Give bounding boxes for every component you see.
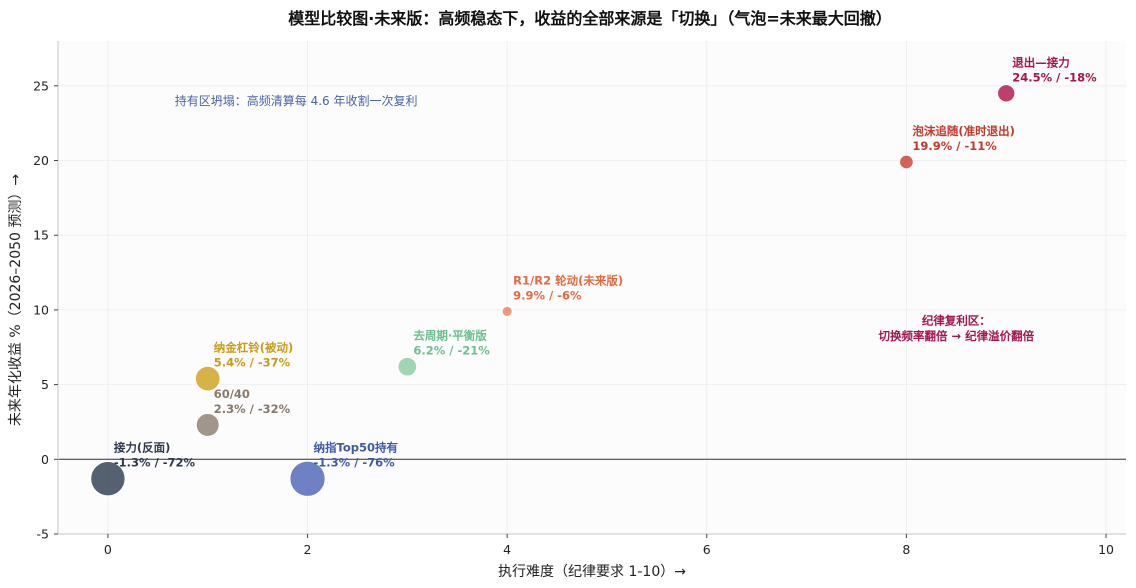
- bubbles: [90, 83, 1016, 498]
- x-tick-label-2: 4: [503, 542, 511, 557]
- point-label-6-values: -1.3% / -76%: [314, 456, 396, 470]
- bubble-7: [90, 460, 126, 497]
- point-label-7-values: -1.3% / -72%: [114, 456, 196, 470]
- point-label-4-values: 5.4% / -37%: [214, 356, 291, 370]
- bubble-2: [501, 305, 513, 318]
- point-label-2-name: R1/R2 轮动(未来版): [513, 273, 623, 287]
- annotation-holding-zone: 持有区坍塌：高频清算每 4.6 年收割一次复利: [175, 93, 418, 108]
- y-tick-label-6: 25: [33, 78, 49, 93]
- x-tick-label-3: 6: [703, 542, 711, 557]
- point-label-5-name: 60/40: [214, 387, 250, 401]
- bubble-0: [996, 83, 1016, 103]
- y-axis-label: 未来年化收益 %（2026–2050 预测）→: [8, 174, 24, 426]
- point-label-7-name: 接力(反面): [114, 441, 171, 455]
- point-label-5-values: 2.3% / -32%: [214, 402, 291, 416]
- y-tick-label-5: 20: [33, 153, 49, 168]
- x-axis-label: 执行难度（纪律要求 1-10）→: [498, 564, 686, 580]
- bubble-1: [898, 154, 914, 170]
- y-tick-label-0: -5: [37, 527, 49, 542]
- point-label-2-values: 9.9% / -6%: [513, 288, 582, 302]
- point-label-1-name: 泡沫追随(准时退出): [912, 124, 1015, 138]
- point-label-1-values: 19.9% / -11%: [912, 139, 997, 153]
- bubble-6: [289, 460, 326, 498]
- x-ticks: 0 2 4 6 8 10: [104, 534, 1114, 557]
- axes: [57, 41, 1126, 535]
- bubble-5: [195, 412, 220, 438]
- chart-title: 模型比较图·未来版：高频稳态下，收益的全部来源是「切换」（气泡=未来最大回撤）: [288, 9, 892, 28]
- x-tick-label-4: 8: [902, 542, 910, 557]
- x-tick-label-1: 2: [304, 542, 312, 557]
- y-tick-label-2: 5: [41, 377, 49, 392]
- annotation-discipline-zone-title: 纪律复利区：: [922, 313, 991, 327]
- x-tick-label-0: 0: [104, 542, 112, 557]
- x-tick-label-5: 10: [1098, 542, 1114, 557]
- point-label-0-values: 24.5% / -18%: [1012, 70, 1097, 84]
- point-label-3-name: 去周期·平衡版: [413, 329, 487, 343]
- y-tick-label-1: 0: [41, 452, 49, 467]
- plot-area: [58, 41, 1126, 534]
- bubble-3: [397, 356, 418, 377]
- y-tick-label-3: 10: [33, 302, 49, 317]
- point-label-0-name: 退出—接力: [1012, 55, 1070, 69]
- point-label-3-values: 6.2% / -21%: [413, 344, 490, 358]
- bubble-4: [194, 365, 221, 392]
- point-label-6-name: 纳指Top50持有: [314, 441, 399, 455]
- point-label-4-name: 纳金杠铃(被动): [214, 341, 294, 355]
- annotation-discipline-zone-body: 切换频率翻倍 → 纪律溢价翻倍: [878, 329, 1034, 343]
- y-tick-label-4: 15: [33, 228, 49, 243]
- y-ticks: -5 0 5 10 15 20 25: [33, 78, 58, 542]
